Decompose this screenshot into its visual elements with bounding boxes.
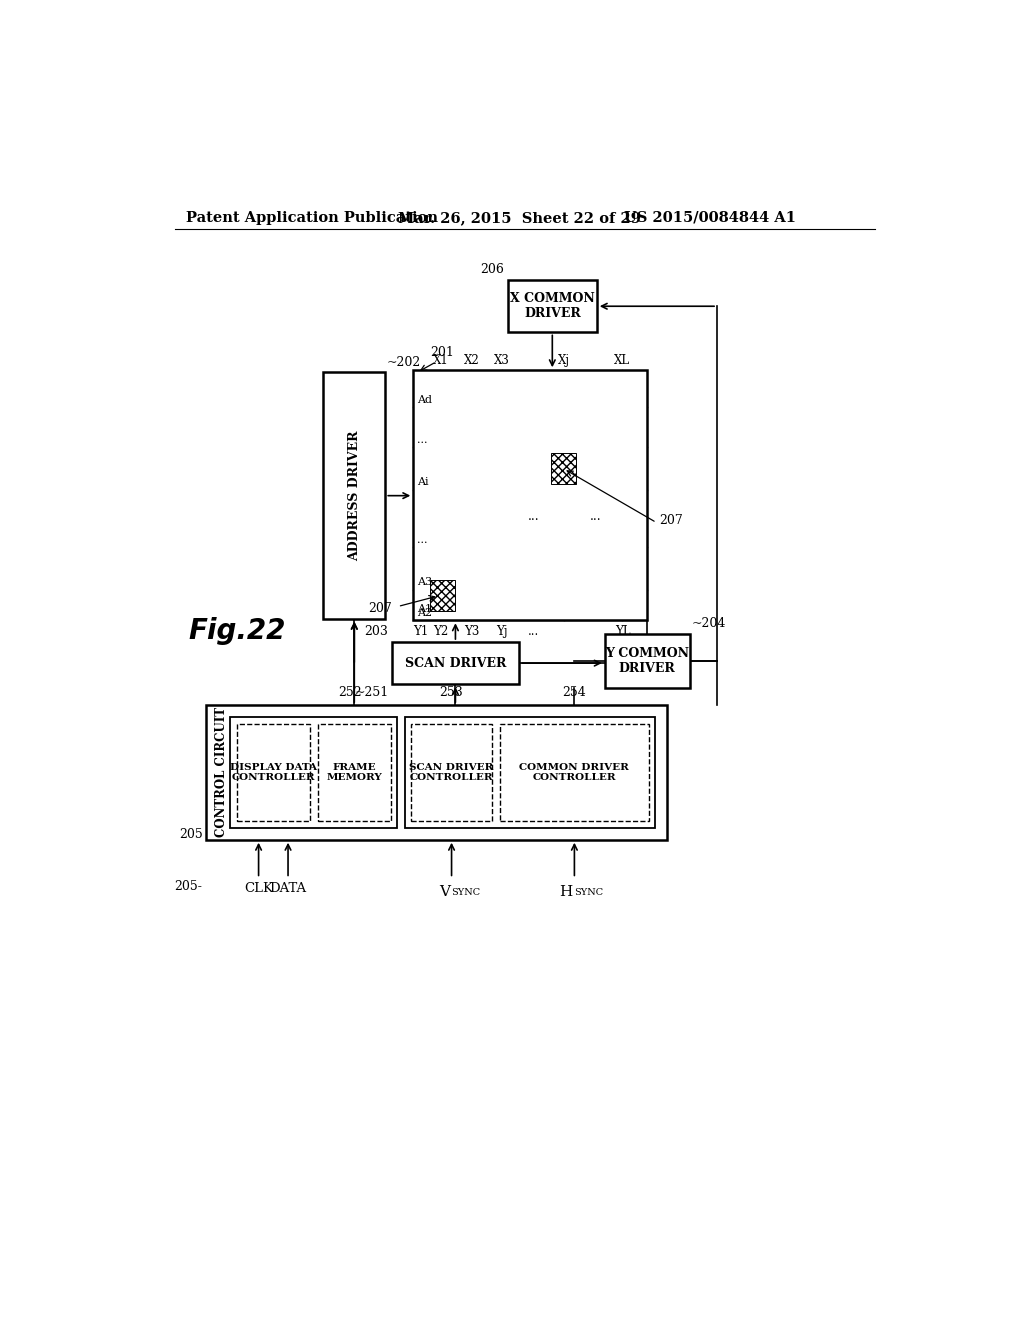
Text: 207: 207 <box>368 602 391 615</box>
Bar <box>508 280 597 333</box>
Text: Patent Application Publication: Patent Application Publication <box>186 211 438 224</box>
Text: 201: 201 <box>430 346 454 359</box>
Text: X COMMON
DRIVER: X COMMON DRIVER <box>510 292 595 321</box>
Text: Y COMMON
DRIVER: Y COMMON DRIVER <box>605 647 689 676</box>
Text: SCAN DRIVER: SCAN DRIVER <box>404 656 506 669</box>
Text: Xj: Xj <box>558 354 570 367</box>
Text: XL: XL <box>614 354 631 367</box>
Text: ...: ... <box>417 434 428 445</box>
Text: X1: X1 <box>432 354 449 367</box>
Bar <box>411 725 493 821</box>
Text: SYNC: SYNC <box>574 888 603 898</box>
Text: CLK: CLK <box>244 882 273 895</box>
Text: 207: 207 <box>658 513 683 527</box>
Text: SCAN DRIVER
CONTROLLER: SCAN DRIVER CONTROLLER <box>410 763 494 783</box>
Text: Mar. 26, 2015  Sheet 22 of 29: Mar. 26, 2015 Sheet 22 of 29 <box>397 211 641 224</box>
Text: ...: ... <box>590 510 601 523</box>
Text: ...: ... <box>527 626 539 638</box>
Text: SYNC: SYNC <box>452 888 480 898</box>
Text: ...: ... <box>527 510 540 523</box>
Text: X2: X2 <box>464 354 479 367</box>
Text: 252: 252 <box>339 686 362 700</box>
Text: Ad: Ad <box>417 395 432 405</box>
Text: V: V <box>439 884 450 899</box>
Bar <box>230 717 397 829</box>
Text: 206: 206 <box>480 263 504 276</box>
Text: DISPLAY DATA
CONTROLLER: DISPLAY DATA CONTROLLER <box>229 763 316 783</box>
Text: ~202: ~202 <box>387 355 421 368</box>
Bar <box>391 642 519 684</box>
Text: X3: X3 <box>495 354 510 367</box>
Text: A1: A1 <box>417 605 432 614</box>
Text: 203: 203 <box>364 626 388 638</box>
Text: A2: A2 <box>417 609 432 618</box>
Text: Fig.22: Fig.22 <box>188 616 286 644</box>
Text: FRAME
MEMORY: FRAME MEMORY <box>327 763 382 783</box>
Bar <box>430 581 455 611</box>
Text: ~251: ~251 <box>354 686 388 700</box>
Text: Yj: Yj <box>497 626 508 638</box>
Bar <box>404 717 655 829</box>
Text: Y2: Y2 <box>433 626 447 638</box>
Text: A3: A3 <box>417 577 432 587</box>
Text: 253: 253 <box>439 686 464 700</box>
Text: ADDRESS DRIVER: ADDRESS DRIVER <box>348 430 360 561</box>
Bar <box>604 635 690 688</box>
Bar <box>237 725 310 821</box>
Text: YL: YL <box>614 626 630 638</box>
Text: H: H <box>559 884 572 899</box>
Bar <box>317 725 391 821</box>
Bar <box>500 725 649 821</box>
Text: 254: 254 <box>562 686 587 700</box>
Text: DATA: DATA <box>269 882 306 895</box>
Bar <box>324 372 385 619</box>
Text: CONTROL CIRCUIT: CONTROL CIRCUIT <box>215 708 227 837</box>
Text: COMMON DRIVER
CONTROLLER: COMMON DRIVER CONTROLLER <box>519 763 630 783</box>
Bar <box>206 705 667 840</box>
Text: ~204: ~204 <box>691 618 726 631</box>
Text: ...: ... <box>417 535 428 545</box>
Bar <box>414 370 647 620</box>
Text: Ai: Ai <box>417 478 429 487</box>
Bar <box>551 453 575 484</box>
Text: 205: 205 <box>179 829 203 841</box>
Text: Y1: Y1 <box>414 626 429 638</box>
Text: US 2015/0084844 A1: US 2015/0084844 A1 <box>624 211 796 224</box>
Text: 205-: 205- <box>174 879 202 892</box>
Text: Y3: Y3 <box>464 626 479 638</box>
